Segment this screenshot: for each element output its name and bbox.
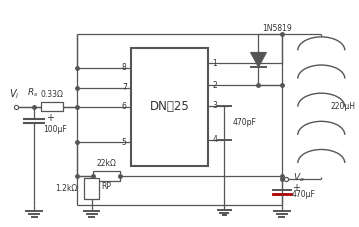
Text: 22kΩ: 22kΩ (97, 159, 116, 168)
Text: RP: RP (102, 182, 111, 191)
Text: 470pF: 470pF (232, 118, 256, 127)
Text: 3: 3 (213, 101, 218, 110)
Text: 1.2kΩ: 1.2kΩ (55, 184, 77, 193)
Text: $V_i$: $V_i$ (9, 87, 20, 101)
Text: $R_s$: $R_s$ (27, 87, 38, 99)
Text: 470μF: 470μF (292, 190, 316, 199)
Bar (93, 171, 120, 181)
Text: 7: 7 (122, 83, 127, 92)
Bar (131, 48, 208, 166)
Text: 5: 5 (122, 138, 127, 147)
Text: 4: 4 (213, 135, 218, 144)
Bar (84, 178, 99, 199)
Polygon shape (251, 52, 266, 67)
Bar (41, 102, 63, 111)
Text: 6: 6 (122, 102, 127, 111)
Text: $V_o$: $V_o$ (293, 172, 304, 185)
Text: DN－25: DN－25 (150, 100, 190, 113)
Text: 8: 8 (122, 63, 127, 72)
Text: +: + (292, 183, 300, 193)
Text: +: + (46, 113, 53, 123)
Text: 100μF: 100μF (43, 126, 67, 134)
Text: 0.33Ω: 0.33Ω (41, 90, 64, 99)
Text: 2: 2 (213, 81, 217, 90)
Text: 220μH: 220μH (330, 102, 355, 111)
Text: 1N5819: 1N5819 (262, 24, 292, 33)
Text: 1: 1 (213, 59, 217, 67)
